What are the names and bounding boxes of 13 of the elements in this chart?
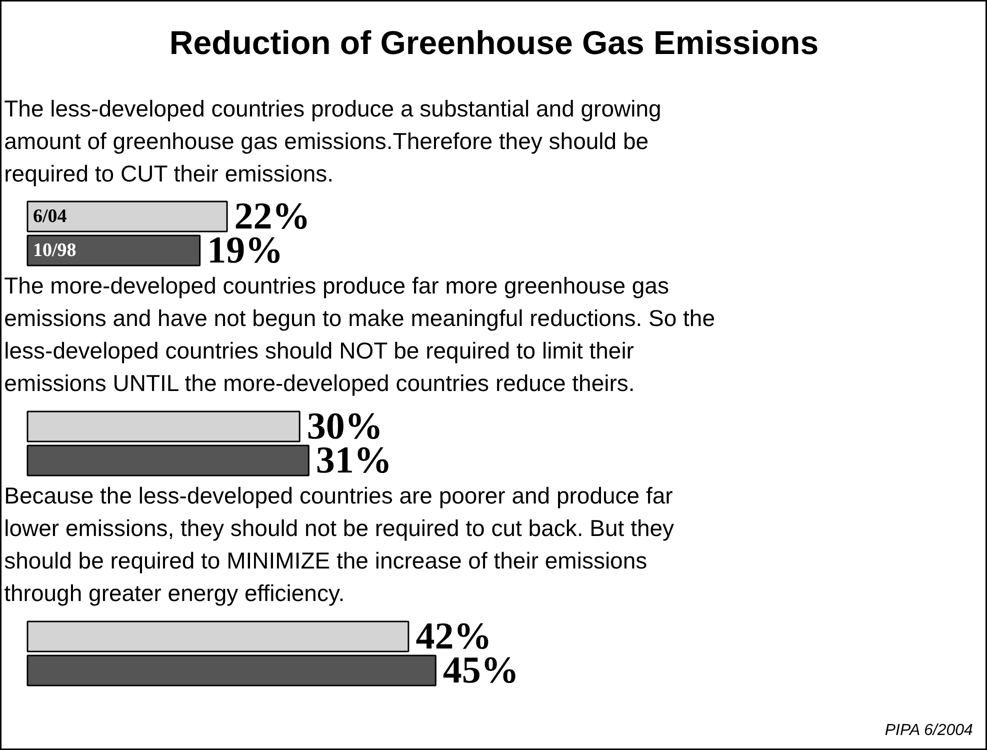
bar [26, 234, 201, 266]
series-label: 6/04 [32, 206, 68, 227]
y-tick-label: Because the less-developed countries are poorer and produce far lower emissions, they should not be required to cut back. But they should be required to MINIMIZE the increase of their emissions through greater energy efficiency. [4, 482, 675, 606]
y-tick-label: The less-developed countries produce a substantial and growing amount of greenhouse gas emissions.Therefore they should be required to CUT their emissions. [4, 96, 662, 186]
bar [26, 444, 310, 476]
y-tick-label: The more-developed countries produce far more greenhouse gas emissions and have not begun to make meaningful reductions. So the less-developed countries should NOT be required to limit their emissions UNTIL the more-developed countries reduce theirs. [4, 272, 716, 396]
bar [26, 200, 228, 232]
chart-title: Reduction of Greenhouse Gas Emissions [169, 24, 819, 61]
series-label: 10/98 [32, 240, 76, 261]
bar [26, 654, 436, 686]
text: PIPA 6/2004 [884, 722, 974, 739]
bar [26, 620, 410, 652]
bar [26, 410, 300, 442]
